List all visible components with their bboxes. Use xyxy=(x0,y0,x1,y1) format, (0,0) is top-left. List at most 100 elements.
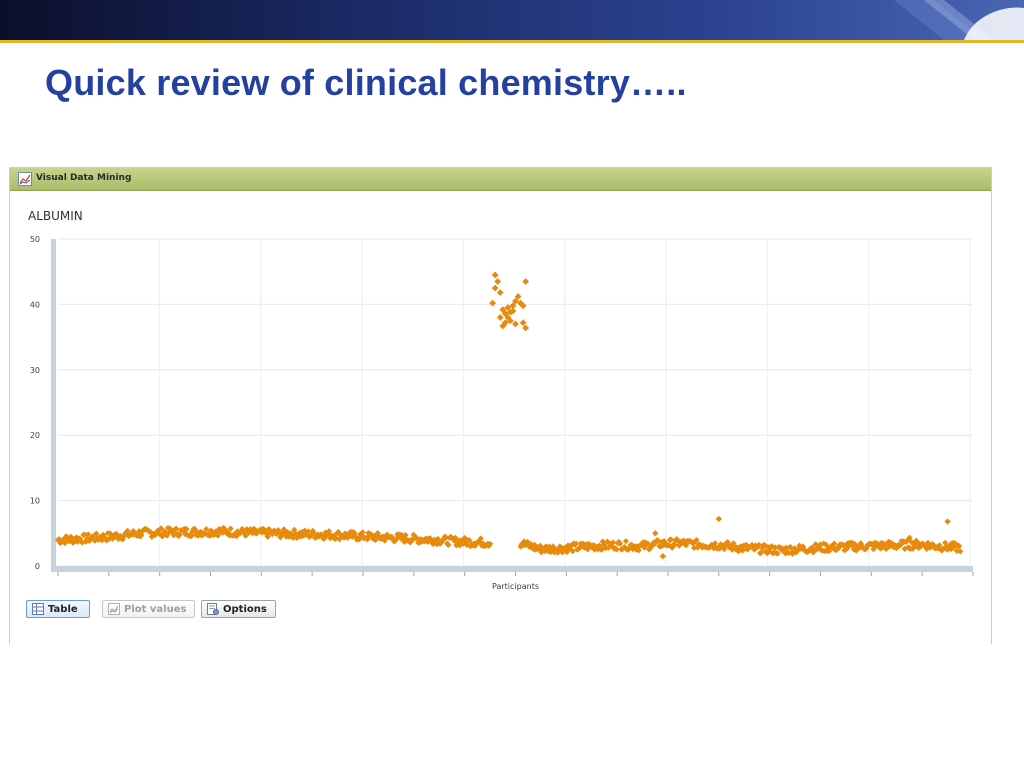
trend-point xyxy=(858,542,866,549)
trend-point xyxy=(744,546,751,553)
trend-point xyxy=(203,526,210,533)
trend-point xyxy=(191,525,198,533)
trend-point xyxy=(219,529,226,536)
plot-values-button-label: Plot values xyxy=(124,603,187,615)
cluster-point xyxy=(519,319,527,327)
trend-point xyxy=(671,541,678,548)
trend-point xyxy=(835,544,842,551)
trend-point xyxy=(598,546,605,554)
trend-point xyxy=(466,537,473,544)
trend-point xyxy=(716,545,723,552)
trend-point xyxy=(765,543,772,551)
trend-point xyxy=(569,547,576,555)
trend-point xyxy=(531,541,538,548)
panel-header: Visual Data Mining xyxy=(10,168,991,191)
trend-point xyxy=(843,545,850,552)
options-button[interactable]: Options xyxy=(201,600,276,618)
trend-point xyxy=(56,536,63,543)
trend-point xyxy=(382,535,389,542)
trend-point xyxy=(170,532,177,539)
trend-point xyxy=(694,544,701,551)
trend-point xyxy=(242,532,249,539)
trend-point xyxy=(826,547,833,554)
outlier-point xyxy=(715,515,723,523)
trend-point xyxy=(680,537,687,544)
trend-point xyxy=(730,540,737,547)
trend-point xyxy=(628,541,635,548)
trend-point xyxy=(286,533,293,540)
trend-point xyxy=(372,536,379,544)
trend-point xyxy=(398,531,406,539)
trend-point xyxy=(303,531,311,539)
trend-point xyxy=(290,534,297,541)
trend-point xyxy=(120,532,128,539)
trend-point xyxy=(729,546,736,553)
trend-point xyxy=(901,545,908,552)
chart-title: ALBUMIN xyxy=(28,209,83,223)
trend-point xyxy=(269,531,276,538)
trend-point xyxy=(869,541,876,548)
trend-point xyxy=(549,543,557,550)
trend-point xyxy=(635,547,642,554)
trend-point xyxy=(667,536,675,543)
y-tick-label: 40 xyxy=(30,300,40,309)
y-tick-label: 20 xyxy=(30,431,40,440)
trend-point xyxy=(60,536,67,543)
cluster-point xyxy=(519,302,527,310)
trend-point xyxy=(327,534,334,542)
cluster-point xyxy=(522,324,530,332)
cluster-point xyxy=(499,322,507,330)
trend-point xyxy=(739,547,746,554)
trend-point xyxy=(368,531,376,539)
trend-point xyxy=(453,542,460,549)
trend-point xyxy=(299,528,306,536)
trend-point xyxy=(774,550,781,557)
trend-point xyxy=(878,539,885,546)
trend-point xyxy=(691,544,698,551)
trend-point xyxy=(944,546,951,553)
trend-point xyxy=(69,539,77,546)
trend-point xyxy=(788,545,795,552)
trend-point xyxy=(604,538,611,545)
trend-point xyxy=(924,539,931,546)
trend-point xyxy=(239,525,246,533)
trend-point xyxy=(111,533,118,541)
trend-point xyxy=(568,542,575,549)
table-button[interactable]: Table xyxy=(26,600,90,618)
trend-point xyxy=(890,541,897,548)
trend-point xyxy=(777,544,785,551)
trend-point xyxy=(222,527,230,534)
trend-point xyxy=(849,539,856,547)
trend-point xyxy=(591,546,598,553)
trend-point xyxy=(689,540,697,547)
trend-point xyxy=(825,545,832,552)
trend-point xyxy=(893,544,900,552)
plot-values-button[interactable]: Plot values xyxy=(102,600,195,618)
trend-point xyxy=(665,541,672,549)
trend-point xyxy=(841,547,848,554)
y-tick-label: 30 xyxy=(30,366,40,375)
trend-point xyxy=(930,542,937,549)
trend-point xyxy=(807,547,815,554)
trend-point xyxy=(288,532,296,539)
trend-point xyxy=(341,534,348,541)
trend-point xyxy=(262,527,269,534)
trend-point xyxy=(850,546,857,553)
trend-point xyxy=(754,543,761,551)
trend-point xyxy=(922,543,929,550)
trend-point xyxy=(276,528,283,535)
trend-point xyxy=(156,531,164,538)
slide-title: Quick review of clinical chemistry….. xyxy=(45,62,687,103)
trend-point xyxy=(857,540,864,547)
trend-point xyxy=(233,533,240,540)
trend-point xyxy=(863,544,870,552)
trend-point xyxy=(855,542,862,549)
trend-point xyxy=(877,545,884,552)
trend-point xyxy=(343,532,350,539)
trend-point xyxy=(310,530,318,537)
trend-point xyxy=(758,549,765,556)
trend-point xyxy=(957,548,964,555)
table-button-label: Table xyxy=(48,603,78,615)
cluster-point xyxy=(514,293,522,300)
trend-point xyxy=(590,541,597,549)
